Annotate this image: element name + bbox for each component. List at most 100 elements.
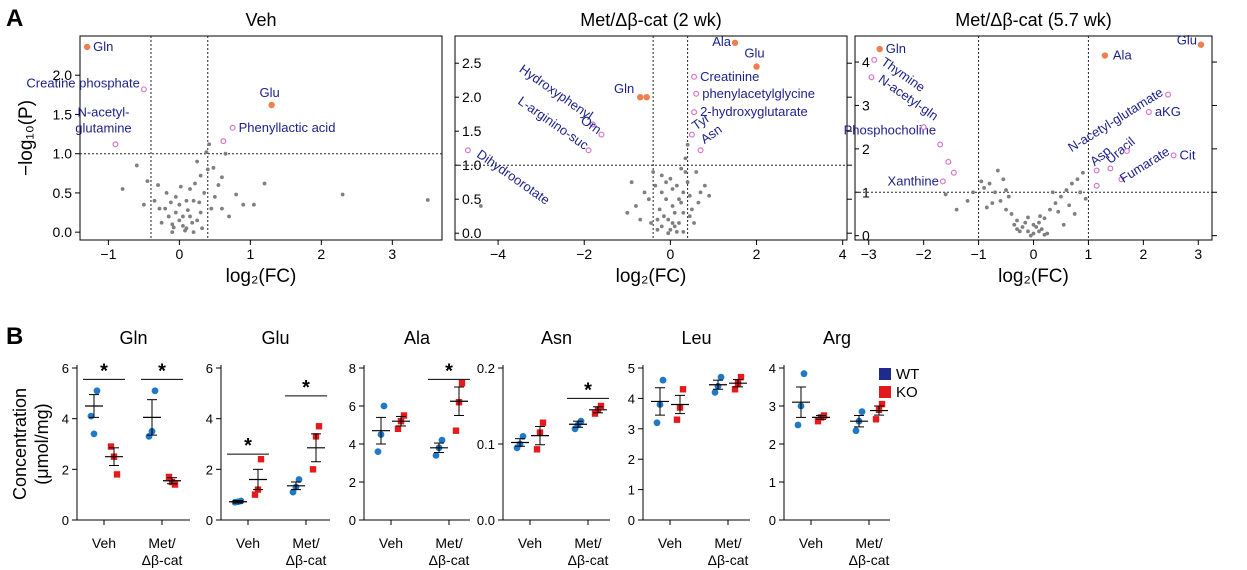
data-point-ko <box>597 402 605 410</box>
data-point-nonsignificant <box>1037 220 1041 225</box>
data-point-nonsignificant <box>166 214 171 219</box>
data-point-wt <box>289 488 297 496</box>
data-point-highlighted <box>1145 108 1152 115</box>
data-point-nonsignificant <box>672 224 677 229</box>
data-point-nonsignificant <box>177 202 182 207</box>
data-point-nonsignificant <box>171 225 176 230</box>
data-point-nonsignificant <box>1083 196 1088 201</box>
y-tick-label: 0 <box>862 228 870 244</box>
data-point-significant <box>731 39 739 46</box>
data-point-nonsignificant <box>193 181 197 186</box>
y-tick-label: 0 <box>62 513 69 528</box>
data-point-wt <box>800 370 808 378</box>
data-point-highlighted <box>589 121 596 128</box>
y-tick-label: 2 <box>62 462 69 477</box>
x-tick-label-line: Met/ <box>714 535 741 551</box>
x-tick-label: Veh <box>518 535 542 551</box>
data-point-wt <box>295 476 303 483</box>
data-point-nonsignificant <box>223 151 228 156</box>
data-point-nonsignificant <box>1031 222 1036 227</box>
x-axis-label: log₂(FC) <box>998 266 1069 287</box>
chart-title: Veh <box>245 10 276 30</box>
significance-star: * <box>158 360 166 382</box>
data-point-nonsignificant <box>683 156 688 161</box>
dot-plot-glu: Glu 0 2 4 6 Veh Met/Δβ-cat * * <box>206 328 330 568</box>
volcano-plots: Veh −1 0 1 2 3 0.0 0.5 1.0 1.5 2.0 Gln Glu Creatine p… <box>16 10 1217 287</box>
dot-plot-gln: Gln 0 2 4 6 Veh Met/Δβ-cat * * Concentration (μmol… <box>10 328 190 568</box>
x-tick-label-line: Met/ <box>435 535 462 551</box>
data-point-wt <box>438 436 446 444</box>
x-tick-label: Met/Δβ-cat <box>568 535 609 568</box>
panel-label-b: B <box>6 323 23 350</box>
data-point-nonsignificant <box>478 204 483 208</box>
data-point-wt <box>380 402 388 410</box>
chart-title: Met/Δβ-cat (2 wk) <box>580 10 721 30</box>
data-point-nonsignificant <box>152 198 157 203</box>
data-point-nonsignificant <box>197 200 202 205</box>
y-axis-label: Concentration (μmol/mg) <box>10 388 52 500</box>
data-point-nonsignificant <box>120 187 125 191</box>
y-tick-label: 1.0 <box>53 146 73 162</box>
x-tick-label: −3 <box>861 246 877 262</box>
y-tick-label: 3 <box>628 422 635 437</box>
data-point-nonsignificant <box>664 197 668 202</box>
point-label-line: glutamine <box>75 120 131 135</box>
dot-plot-arg: Arg 0 1 2 3 4 Veh Met/Δβ-cat <box>769 328 890 568</box>
data-point-nonsignificant <box>687 193 692 198</box>
data-point-wt <box>93 387 101 395</box>
data-point-wt <box>717 373 725 381</box>
data-point-ko <box>257 456 265 463</box>
x-tick-label-line: Δβ-cat <box>708 552 749 568</box>
data-point-nonsignificant <box>707 193 712 198</box>
y-tick-label: 0.5 <box>462 191 482 207</box>
dot-plot-asn: Asn 0.0 0.1 0.2 Veh Met/Δβ-cat * <box>477 328 610 568</box>
data-point-nonsignificant <box>662 214 666 219</box>
data-point-nonsignificant <box>1006 194 1011 199</box>
x-tick-label: Met/Δβ-cat <box>429 535 470 568</box>
data-point-ko <box>394 425 402 432</box>
data-point-ko <box>107 443 115 450</box>
y-tick-label: 2.0 <box>462 89 482 105</box>
point-label: Creatine phosphate <box>26 75 139 90</box>
data-point-ko <box>814 418 822 425</box>
data-point-nonsignificant <box>943 192 948 197</box>
data-point-nonsignificant <box>252 202 256 207</box>
data-point-nonsignificant <box>209 206 214 211</box>
data-point-highlighted <box>868 74 875 81</box>
data-point-ko <box>737 373 745 381</box>
point-label: aKG <box>1155 104 1181 119</box>
panel-label-a: A <box>6 5 23 32</box>
data-point-significant <box>1101 52 1109 59</box>
y-tick-label: 1.5 <box>53 106 73 122</box>
data-point-nonsignificant <box>1067 203 1072 208</box>
data-point-wt <box>87 412 95 420</box>
data-point-ko <box>400 412 408 419</box>
x-tick-label: 4 <box>839 246 847 262</box>
data-point-nonsignificant <box>685 142 690 147</box>
dot-plots: Gln 0 2 4 6 Veh Met/Δβ-cat * * Concentration (μmol… <box>10 328 890 568</box>
data-point-nonsignificant <box>425 198 430 202</box>
y-tick-label: 0 <box>628 513 635 528</box>
y-tick-label: 6 <box>206 361 213 376</box>
data-point-nonsignificant <box>1050 190 1055 195</box>
point-label: Glu <box>1177 33 1197 48</box>
data-point-nonsignificant <box>227 214 231 219</box>
x-tick-label: −1 <box>100 246 116 262</box>
x-tick-label: Veh <box>92 535 116 551</box>
data-point-significant <box>268 101 275 109</box>
data-point-highlighted <box>871 56 878 63</box>
data-point-nonsignificant <box>692 221 696 225</box>
data-point-highlighted <box>1118 176 1125 183</box>
data-point-highlighted <box>1093 182 1100 189</box>
data-point-nonsignificant <box>1015 218 1019 223</box>
y-tick-label: 4 <box>349 437 356 452</box>
x-axis-label: log₂(FC) <box>226 266 297 287</box>
y-tick-label: 0.0 <box>53 224 73 240</box>
point-label: Creatinine <box>700 69 759 84</box>
point-label: Ala <box>1113 48 1133 63</box>
data-point-nonsignificant <box>1034 225 1039 229</box>
x-tick-label: Veh <box>236 535 260 551</box>
y-tick-label: 4 <box>628 391 635 406</box>
data-point-nonsignificant <box>195 218 200 223</box>
